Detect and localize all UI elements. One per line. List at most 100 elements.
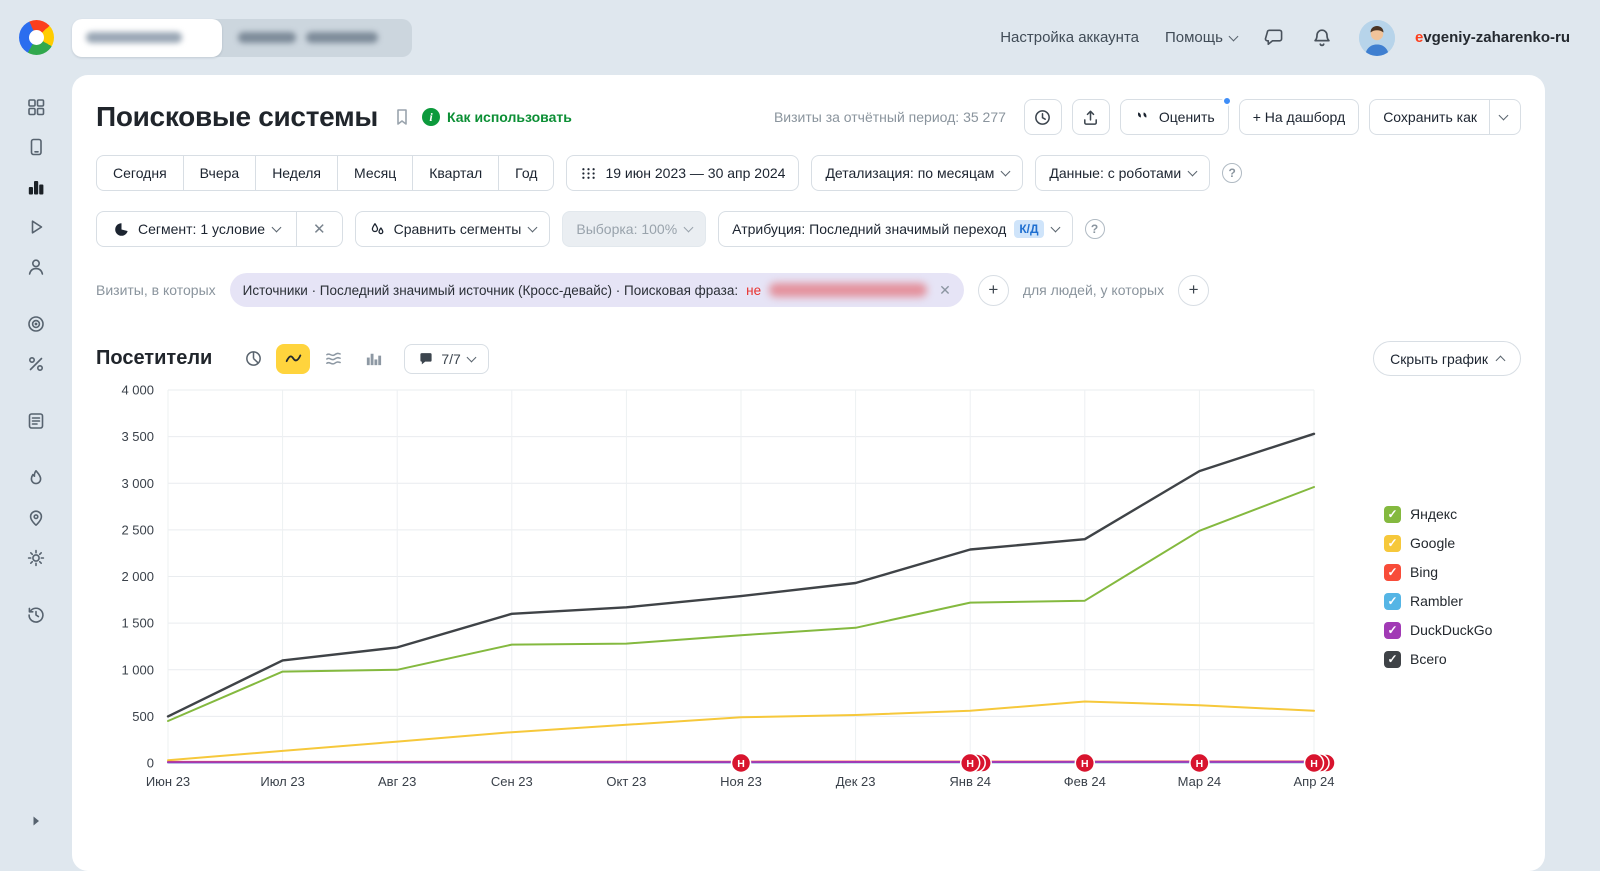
legend-checkbox[interactable]: ✓ [1384, 622, 1401, 639]
chevron-down-icon [1228, 31, 1238, 41]
remove-condition-icon[interactable]: ✕ [939, 282, 951, 299]
y-tick-label: 1 000 [121, 662, 154, 677]
chart-type-switcher [236, 344, 390, 374]
line-chart-type-icon[interactable] [276, 344, 310, 374]
period-week-button[interactable]: Неделя [255, 155, 338, 191]
conversion-percent-icon[interactable] [17, 344, 55, 384]
chevron-down-icon [528, 223, 538, 233]
columns-chart-type-icon[interactable] [356, 344, 390, 374]
legend-item-Яндекс[interactable]: ✓Яндекс [1384, 502, 1492, 526]
hide-chart-button[interactable]: Скрыть график [1373, 341, 1521, 376]
x-tick-label: Ноя 23 [720, 774, 762, 789]
reports-bars-icon[interactable] [17, 167, 55, 207]
username[interactable]: evgeniy-zaharenko-ru [1415, 29, 1570, 46]
expand-rail-arrow-icon[interactable] [17, 801, 55, 841]
help-question-icon[interactable]: ? [1222, 163, 1242, 183]
bookmark-icon[interactable] [392, 107, 412, 127]
period-year-button[interactable]: Год [498, 155, 554, 191]
period-filter-row: Сегодня Вчера Неделя Месяц Квартал Год 1… [96, 155, 1521, 191]
notifications-bell-icon[interactable] [1311, 27, 1333, 49]
period-today-button[interactable]: Сегодня [96, 155, 184, 191]
blurred-counter-id [238, 32, 296, 43]
legend-label: Rambler [1410, 593, 1463, 609]
legend-item-Google[interactable]: ✓ Google [1384, 531, 1492, 555]
droplets-icon [369, 221, 386, 238]
rate-icon [1134, 109, 1151, 126]
x-tick-label: Июл 23 [260, 774, 304, 789]
counter-selector[interactable] [72, 19, 412, 57]
current-counter-pill[interactable] [72, 19, 222, 57]
top-bar-right: Настройка аккаунта Помощь evgeniy-zahare… [1000, 20, 1570, 56]
for-people-label: для людей, у которых [1023, 282, 1164, 298]
legend-checkbox[interactable]: ✓ [1384, 593, 1401, 610]
attribution-dropdown[interactable]: Атрибуция: Последний значимый переход К/… [718, 211, 1072, 247]
legend-checkbox[interactable]: ✓ [1384, 564, 1401, 581]
avatar[interactable] [1359, 20, 1395, 56]
rate-button[interactable]: Оценить [1120, 99, 1229, 135]
segment-filter-row: Сегмент: 1 условие ✕ Сравнить сегменты В… [96, 211, 1521, 247]
period-month-button[interactable]: Месяц [337, 155, 413, 191]
chevron-down-icon [1188, 167, 1198, 177]
legend-item-Bing[interactable]: ✓Bing [1384, 560, 1492, 584]
legend-item-DuckDuckGo[interactable]: ✓DuckDuckGo [1384, 618, 1492, 642]
history-clock-button[interactable] [1024, 99, 1062, 135]
button-divider [1489, 100, 1490, 134]
chart-header: Посетители 7/7 Скрыть график [96, 341, 1521, 376]
visitors-chart[interactable]: 05001 0001 5002 0002 5003 0003 5004 000И… [96, 382, 1346, 797]
report-title-row: Поисковые системы i Как использовать Виз… [96, 95, 1521, 139]
pie-chart-type-icon[interactable] [236, 344, 270, 374]
geo-pin-icon[interactable] [17, 498, 55, 538]
chat-icon[interactable] [1263, 27, 1285, 49]
period-segmented-control: Сегодня Вчера Неделя Месяц Квартал Год [96, 155, 554, 191]
add-visit-condition-button[interactable]: + [978, 275, 1009, 306]
annotation-label: Н [966, 758, 974, 770]
webvisor-play-icon[interactable] [17, 207, 55, 247]
compare-segments-dropdown[interactable]: Сравнить сегменты [355, 211, 551, 247]
help-question-icon[interactable]: ? [1085, 219, 1105, 239]
x-tick-label: Мар 24 [1178, 774, 1222, 789]
y-tick-label: 4 000 [121, 383, 154, 398]
add-to-dashboard-button[interactable]: + На дашборд [1239, 99, 1359, 135]
history-icon[interactable] [17, 595, 55, 635]
top-bar: Настройка аккаунта Помощь evgeniy-zahare… [0, 0, 1600, 75]
chevron-up-icon [1496, 356, 1506, 366]
legend-label: Google [1410, 535, 1455, 551]
metrica-logo[interactable] [19, 20, 54, 55]
legend-checkbox[interactable]: ✓ [1384, 535, 1401, 552]
date-range-button[interactable]: 19 июн 2023 — 30 апр 2024 [566, 155, 799, 191]
device-icon[interactable] [17, 127, 55, 167]
help-menu[interactable]: Помощь [1165, 29, 1237, 46]
y-tick-label: 0 [147, 756, 154, 771]
sampling-dropdown[interactable]: Выборка: 100% [562, 211, 706, 247]
visitors-person-icon[interactable] [17, 247, 55, 287]
account-settings-link[interactable]: Настройка аккаунта [1000, 29, 1139, 46]
save-as-button[interactable]: Сохранить как [1369, 99, 1521, 135]
period-yesterday-button[interactable]: Вчера [183, 155, 257, 191]
heatmap-flame-icon[interactable] [17, 458, 55, 498]
legend-item-Всего[interactable]: ✓Всего [1384, 647, 1492, 671]
how-to-use-link[interactable]: i Как использовать [422, 108, 572, 126]
data-mode-dropdown[interactable]: Данные: с роботами [1035, 155, 1210, 191]
info-icon: i [422, 108, 440, 126]
segment-condition-pill[interactable]: Источники · Последний значимый источник … [230, 273, 964, 307]
content-doc-icon[interactable] [17, 401, 55, 441]
legend-item-Rambler[interactable]: ✓ Rambler [1384, 589, 1492, 613]
legend-checkbox[interactable]: ✓ [1384, 651, 1401, 668]
export-share-button[interactable] [1072, 99, 1110, 135]
legend-checkbox[interactable]: ✓ [1384, 506, 1401, 523]
detalization-dropdown[interactable]: Детализация: по месяцам [811, 155, 1023, 191]
stacked-chart-type-icon[interactable] [316, 344, 350, 374]
dashboard-grid-icon[interactable] [17, 87, 55, 127]
counter-id-pill[interactable] [222, 32, 412, 43]
page-title: Поисковые системы [96, 101, 378, 133]
period-quarter-button[interactable]: Квартал [412, 155, 499, 191]
y-tick-label: 2 000 [121, 569, 154, 584]
settings-gear-icon[interactable] [17, 538, 55, 578]
x-tick-label: Сен 23 [491, 774, 533, 789]
annotations-dropdown[interactable]: 7/7 [404, 344, 488, 374]
clear-segment-button[interactable]: ✕ [296, 211, 343, 247]
add-people-condition-button[interactable]: + [1178, 275, 1209, 306]
goals-target-icon[interactable] [17, 304, 55, 344]
chevron-down-icon [1001, 167, 1011, 177]
segment-dropdown[interactable]: Сегмент: 1 условие [96, 211, 297, 247]
